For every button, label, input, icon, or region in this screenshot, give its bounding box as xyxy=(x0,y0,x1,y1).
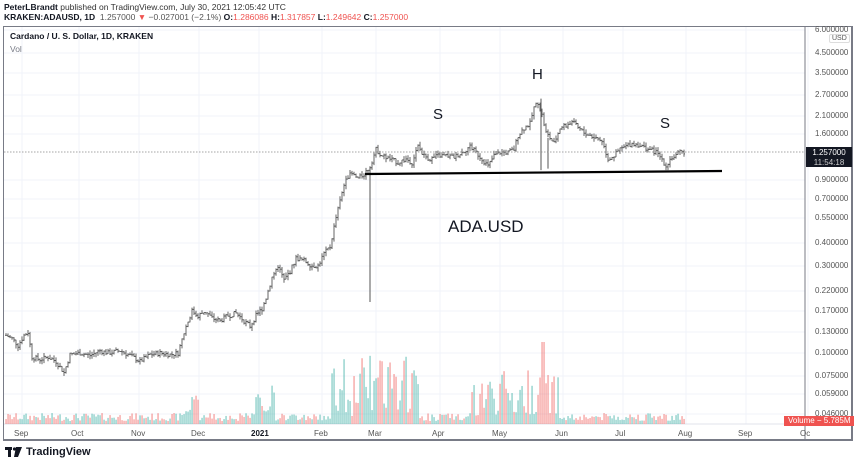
volume-legend[interactable]: Vol xyxy=(10,44,22,54)
price-axis-label: 0.400000 xyxy=(815,238,849,247)
volume-tag: Volume − 5.785M xyxy=(784,416,855,426)
price-axis-label: 0.130000 xyxy=(815,327,849,336)
time-axis-label: May xyxy=(492,429,508,438)
symbol-ohlc-bar: KRAKEN:ADAUSD, 1D 1.257000 ▼ −0.027001 (… xyxy=(4,12,408,22)
chart-legend: Cardano / U. S. Dollar, 1D, KRAKEN Vol xyxy=(10,31,153,54)
price-axis-label: 0.100000 xyxy=(815,348,849,357)
head-label[interactable]: H xyxy=(532,66,543,83)
price-axis-label: 4.500000 xyxy=(815,48,849,57)
close-value: 1.257000 xyxy=(372,12,409,22)
time-axis-label: Jun xyxy=(555,429,568,438)
time-axis-label: Apr xyxy=(432,429,445,438)
time-axis-label: Oc xyxy=(800,429,811,438)
down-arrow-icon: ▼ xyxy=(137,12,147,22)
price-axis-label: 0.900000 xyxy=(815,175,849,184)
time-axis-label: Jul xyxy=(615,429,626,438)
open-label: O: xyxy=(223,12,234,22)
price-axis-label: 3.500000 xyxy=(815,68,849,77)
tradingview-logo-icon xyxy=(5,447,22,457)
high-value: 1.317857 xyxy=(279,12,316,22)
last-price: 1.257000 xyxy=(99,12,136,22)
publisher-name[interactable]: PeterLBrandt xyxy=(4,2,58,12)
price-axis-label: 0.700000 xyxy=(815,194,849,203)
close-label: C: xyxy=(363,12,373,22)
time-axis-label: Mar xyxy=(368,429,382,438)
price-axis-label: 6.000000 xyxy=(815,25,849,34)
price-axis-label: 2.700000 xyxy=(815,90,849,99)
time-axis-label: Sep xyxy=(738,429,753,438)
symbol: KRAKEN:ADAUSD, 1D xyxy=(4,12,96,22)
price-axis-label: 2.100000 xyxy=(815,111,849,120)
published-text: published on TradingView.com, July 30, 2… xyxy=(60,2,286,12)
time-axis-label: Aug xyxy=(678,429,693,438)
price-axis-label: 1.600000 xyxy=(815,129,849,138)
currency-label[interactable]: USD xyxy=(829,34,850,43)
price-axis-label: 0.046000 xyxy=(815,409,849,418)
right-shoulder-label[interactable]: S xyxy=(660,115,671,132)
left-shoulder-label[interactable]: S xyxy=(433,106,444,123)
time-axis-label: Sep xyxy=(14,429,29,438)
time-axis-label: Oct xyxy=(71,429,84,438)
price-axis-label: 0.220000 xyxy=(815,286,849,295)
time-axis-label: Nov xyxy=(131,429,146,438)
time-axis-label: Feb xyxy=(314,429,328,438)
price-axis-label: 0.170000 xyxy=(815,306,849,315)
time-axis-label: 2021 xyxy=(251,429,269,438)
time-axis-label: Dec xyxy=(191,429,206,438)
symbol-annotation[interactable]: ADA.USD xyxy=(448,217,524,236)
price-axis-label: 0.059000 xyxy=(815,389,849,398)
price-axis-label: 0.300000 xyxy=(815,261,849,270)
price-axis-label: 0.075000 xyxy=(815,371,849,380)
series-title[interactable]: Cardano / U. S. Dollar, 1D, KRAKEN xyxy=(10,31,154,41)
price-axis-label: 0.550000 xyxy=(815,213,849,222)
publish-info: PeterLBrandt published on TradingView.co… xyxy=(4,2,286,12)
open-value: 1.286086 xyxy=(233,12,269,22)
low-label: L: xyxy=(317,12,326,22)
high-label: H: xyxy=(270,12,280,22)
low-value: 1.249642 xyxy=(325,12,362,22)
tradingview-logo[interactable]: TradingView xyxy=(5,446,91,458)
chart-frame xyxy=(3,26,853,441)
current-price: 1.257000 xyxy=(812,148,846,157)
price-change: −0.027001 (−2.1%) xyxy=(148,12,222,22)
current-price-tag: 1.257000 11:54:18 xyxy=(806,147,852,167)
brand-name: TradingView xyxy=(26,446,91,458)
bar-countdown: 11:54:18 xyxy=(813,157,845,167)
